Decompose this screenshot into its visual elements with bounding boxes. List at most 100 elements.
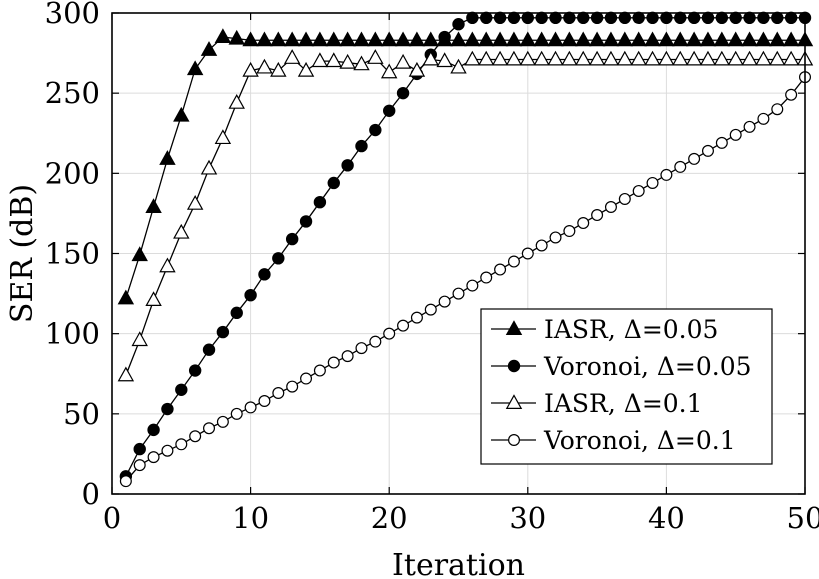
circle-open-marker: [494, 263, 507, 276]
circle-filled-marker: [507, 11, 521, 25]
triangle-filled-marker: [159, 150, 176, 165]
x-tick-label: 20: [371, 501, 408, 535]
series-3: [119, 71, 811, 488]
circle-open-marker: [133, 459, 146, 472]
axis-tick-labels: 0 10 20 30 40 50 0 50 100 150 200 250 300: [45, 0, 819, 535]
triangle-filled-marker: [270, 31, 287, 47]
circle-open-marker: [604, 201, 617, 214]
circle-open-marker: [743, 120, 756, 133]
circle-open-marker: [535, 239, 548, 252]
triangle-open-marker: [672, 50, 689, 66]
legend-label: IASR, Δ=0.1: [544, 389, 703, 418]
triangle-open-marker: [283, 49, 301, 64]
circle-open-marker: [632, 184, 645, 197]
triangle-open-marker: [741, 50, 758, 66]
circle-open-marker: [646, 176, 659, 189]
circle-open-marker: [771, 103, 784, 116]
circle-open-marker: [480, 271, 493, 284]
legend: IASR, Δ=0.05 Voronoi, Δ=0.05 IASR, Δ=0.1…: [480, 308, 773, 465]
circle-filled-marker: [216, 325, 230, 339]
circle-filled-marker: [701, 11, 715, 25]
triangle-filled-marker: [228, 29, 245, 45]
triangle-filled-marker: [561, 31, 578, 47]
circle-filled-marker: [743, 11, 756, 25]
circle-open-marker: [701, 144, 714, 157]
circle-open-marker: [258, 395, 271, 408]
circle-filled-marker: [355, 139, 368, 153]
triangle-open-marker: [505, 394, 523, 409]
circle-open-marker: [119, 475, 132, 488]
triangle-filled-marker: [533, 31, 550, 47]
triangle-open-marker: [186, 195, 204, 210]
triangle-open-marker: [242, 61, 259, 77]
circle-filled-marker: [674, 11, 687, 25]
circle-open-marker: [161, 444, 174, 457]
triangle-filled-marker: [602, 31, 620, 47]
x-tick-label: 0: [103, 501, 121, 535]
triangle-filled-marker: [547, 31, 564, 47]
triangle-open-marker: [616, 50, 634, 66]
triangle-open-marker: [547, 50, 564, 66]
x-tick-label: 30: [509, 501, 546, 535]
triangle-filled-marker: [408, 31, 426, 47]
circle-open-marker: [466, 279, 479, 292]
triangle-filled-marker: [256, 31, 273, 47]
circle-filled-marker: [466, 11, 479, 25]
circle-open-marker: [369, 335, 382, 348]
circle-filled-marker: [646, 11, 659, 25]
triangle-open-marker: [491, 50, 509, 66]
series-2: [117, 49, 814, 382]
triangle-open-marker: [145, 291, 162, 306]
circle-filled-marker: [299, 215, 313, 228]
circle-open-marker: [424, 303, 437, 316]
circle-open-marker: [757, 112, 770, 125]
circle-filled-marker: [244, 288, 257, 302]
triangle-open-marker: [561, 50, 578, 66]
triangle-filled-marker: [200, 41, 218, 56]
triangle-open-marker: [436, 52, 453, 68]
triangle-open-marker: [200, 159, 218, 175]
triangle-open-marker: [464, 50, 481, 66]
triangle-open-marker: [367, 49, 384, 64]
triangle-open-marker: [519, 50, 537, 66]
circle-open-marker: [521, 247, 534, 260]
triangle-filled-marker: [630, 31, 647, 47]
triangle-open-marker: [505, 50, 523, 66]
triangle-filled-marker: [339, 31, 356, 47]
circle-filled-marker: [341, 159, 354, 172]
legend-label: Voronoi, Δ=0.1: [543, 426, 736, 455]
x-axis-title: Iteration: [392, 548, 525, 579]
triangle-filled-marker: [478, 31, 495, 47]
triangle-open-marker: [339, 53, 356, 69]
triangle-filled-marker: [575, 31, 592, 47]
circle-open-marker: [785, 88, 798, 101]
triangle-open-marker: [214, 129, 232, 145]
circle-open-marker: [313, 364, 326, 377]
circle-open-marker: [715, 136, 728, 149]
circle-filled-marker: [590, 11, 604, 25]
circle-filled-marker: [632, 11, 645, 25]
circle-open-marker: [507, 255, 520, 268]
circle-filled-marker: [771, 11, 784, 25]
triangle-open-marker: [450, 58, 467, 74]
circle-open-marker: [327, 356, 340, 369]
x-tick-label: 10: [232, 501, 269, 535]
triangle-filled-marker: [422, 31, 439, 47]
circle-filled-marker: [452, 18, 465, 31]
circle-filled-marker: [687, 11, 701, 25]
circle-open-marker: [216, 415, 229, 428]
triangle-open-marker: [408, 61, 426, 77]
triangle-open-marker: [422, 50, 439, 66]
circle-filled-marker: [369, 123, 382, 137]
circle-filled-marker: [480, 11, 493, 25]
triangle-filled-marker: [769, 31, 786, 47]
circle-filled-marker: [438, 30, 451, 44]
triangle-filled-marker: [741, 31, 758, 47]
circle-filled-marker: [133, 442, 146, 456]
circle-open-marker: [549, 231, 562, 244]
circle-open-marker: [674, 160, 687, 173]
circle-open-marker: [272, 386, 285, 399]
legend-label: IASR, Δ=0.05: [544, 315, 718, 344]
triangle-open-marker: [575, 50, 592, 66]
